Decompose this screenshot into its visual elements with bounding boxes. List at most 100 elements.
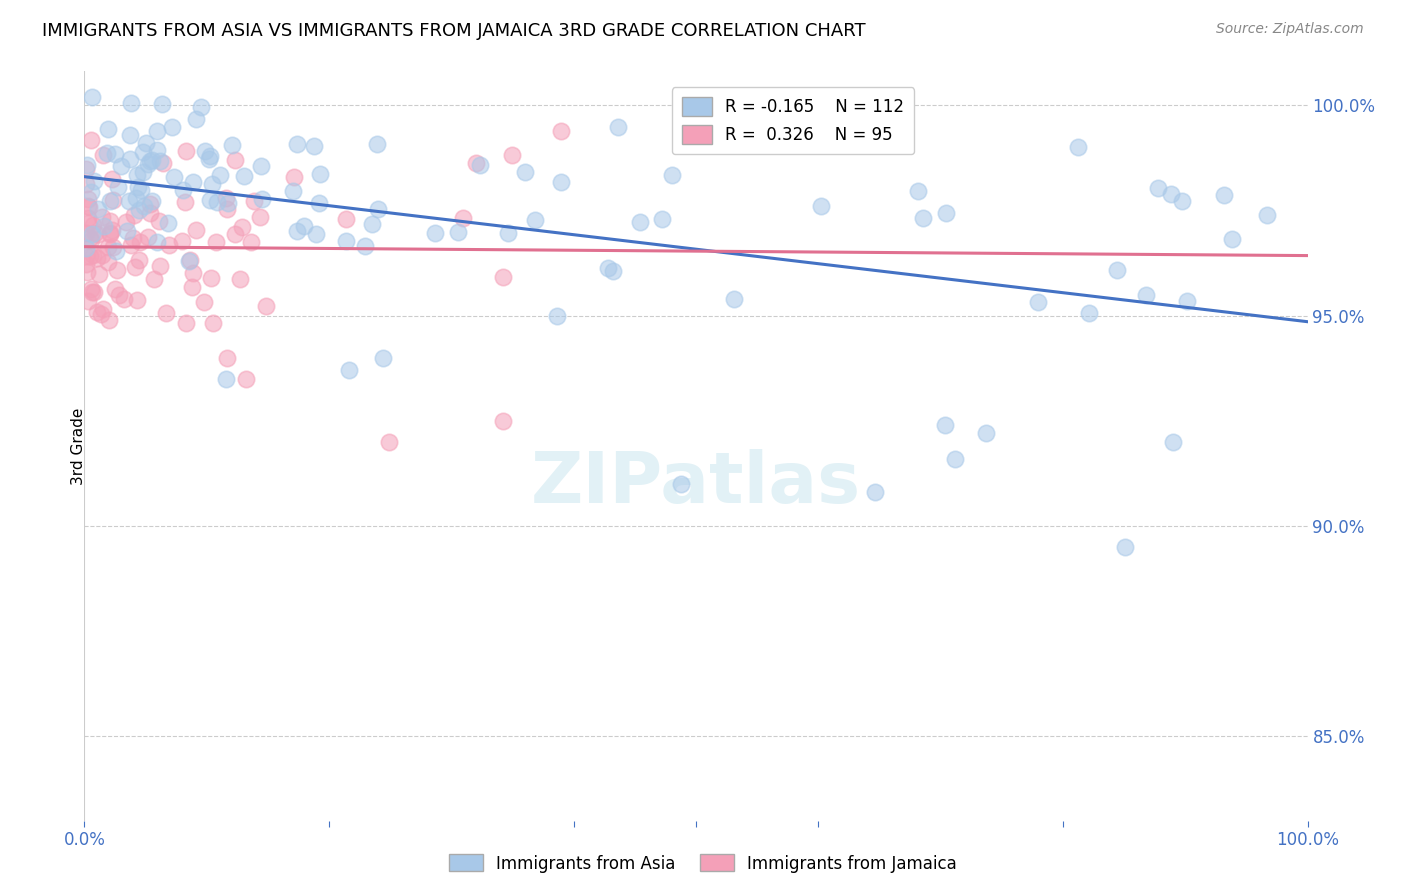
Point: [129, 183, 152, 197]
Text: IMMIGRANTS FROM ASIA VS IMMIGRANTS FROM JAMAICA 3RD GRADE CORRELATION CHART: IMMIGRANTS FROM ASIA VS IMMIGRANTS FROM …: [42, 22, 866, 40]
Point: [152, 155, 174, 169]
Point: [149, 154, 172, 169]
Point: [127, 293, 149, 308]
Point: [101, 172, 124, 186]
Point: [139, 196, 162, 211]
Point: [110, 159, 132, 173]
Point: [190, 100, 212, 114]
Point: [141, 194, 163, 208]
Point: [911, 211, 934, 226]
Point: [97, 240, 120, 254]
Point: [150, 96, 173, 111]
Point: [907, 184, 929, 198]
Point: [87, 267, 110, 281]
Point: [77, 216, 100, 230]
Point: [136, 157, 159, 171]
Point: [934, 417, 956, 432]
Point: [550, 175, 572, 189]
Point: [103, 240, 125, 254]
Point: [75, 177, 97, 191]
Point: [229, 271, 252, 285]
Point: [97, 122, 120, 136]
Point: [100, 227, 122, 242]
Point: [101, 193, 124, 207]
Point: [1135, 287, 1157, 301]
Point: [193, 294, 215, 309]
Point: [1170, 194, 1192, 208]
Point: [254, 299, 277, 313]
Point: [174, 144, 197, 158]
Point: [651, 212, 673, 227]
Point: [202, 316, 225, 330]
Point: [77, 200, 100, 214]
Point: [76, 265, 98, 279]
Point: [91, 148, 114, 162]
Point: [128, 203, 150, 218]
Point: [501, 148, 523, 162]
Point: [546, 309, 568, 323]
Point: [127, 180, 149, 194]
Point: [232, 169, 254, 183]
Point: [104, 146, 127, 161]
Point: [285, 224, 308, 238]
Point: [353, 238, 375, 252]
Point: [77, 294, 100, 309]
Point: [79, 248, 101, 262]
Point: [82, 218, 104, 232]
Point: [235, 371, 257, 385]
Point: [98, 213, 121, 227]
Point: [337, 363, 360, 377]
Point: [550, 124, 572, 138]
Point: [75, 258, 97, 272]
Point: [98, 194, 121, 209]
Point: [75, 162, 97, 177]
Point: [492, 270, 515, 285]
Point: [1220, 231, 1243, 245]
Point: [217, 196, 239, 211]
Point: [215, 202, 238, 216]
Point: [80, 227, 103, 241]
Point: [87, 202, 110, 216]
Point: [128, 235, 150, 249]
Point: [80, 133, 103, 147]
Point: [105, 262, 128, 277]
Point: [1213, 188, 1236, 202]
Legend: Immigrants from Asia, Immigrants from Jamaica: Immigrants from Asia, Immigrants from Ja…: [443, 847, 963, 880]
Point: [184, 222, 207, 236]
Point: [142, 272, 165, 286]
Point: [302, 139, 325, 153]
Point: [104, 244, 127, 259]
Point: [184, 112, 207, 127]
Point: [146, 124, 169, 138]
Point: [283, 169, 305, 184]
Point: [90, 307, 112, 321]
Point: [80, 282, 103, 296]
Point: [513, 164, 536, 178]
Point: [139, 205, 162, 219]
Point: [252, 192, 274, 206]
Y-axis label: 3rd Grade: 3rd Grade: [72, 408, 86, 484]
Text: Source: ZipAtlas.com: Source: ZipAtlas.com: [1216, 22, 1364, 37]
Point: [98, 226, 121, 240]
Point: [335, 211, 357, 226]
Point: [305, 227, 328, 241]
Point: [335, 234, 357, 248]
Point: [281, 184, 304, 198]
Point: [87, 227, 110, 241]
Point: [215, 351, 238, 365]
Point: [157, 238, 180, 252]
Point: [86, 305, 108, 319]
Point: [77, 199, 100, 213]
Point: [181, 280, 204, 294]
Point: [221, 138, 243, 153]
Point: [366, 136, 388, 151]
Point: [155, 306, 177, 320]
Point: [122, 208, 145, 222]
Point: [108, 288, 131, 302]
Point: [118, 194, 141, 208]
Point: [120, 95, 142, 110]
Point: [205, 235, 228, 250]
Point: [83, 227, 105, 241]
Point: [179, 253, 201, 268]
Point: [107, 179, 129, 194]
